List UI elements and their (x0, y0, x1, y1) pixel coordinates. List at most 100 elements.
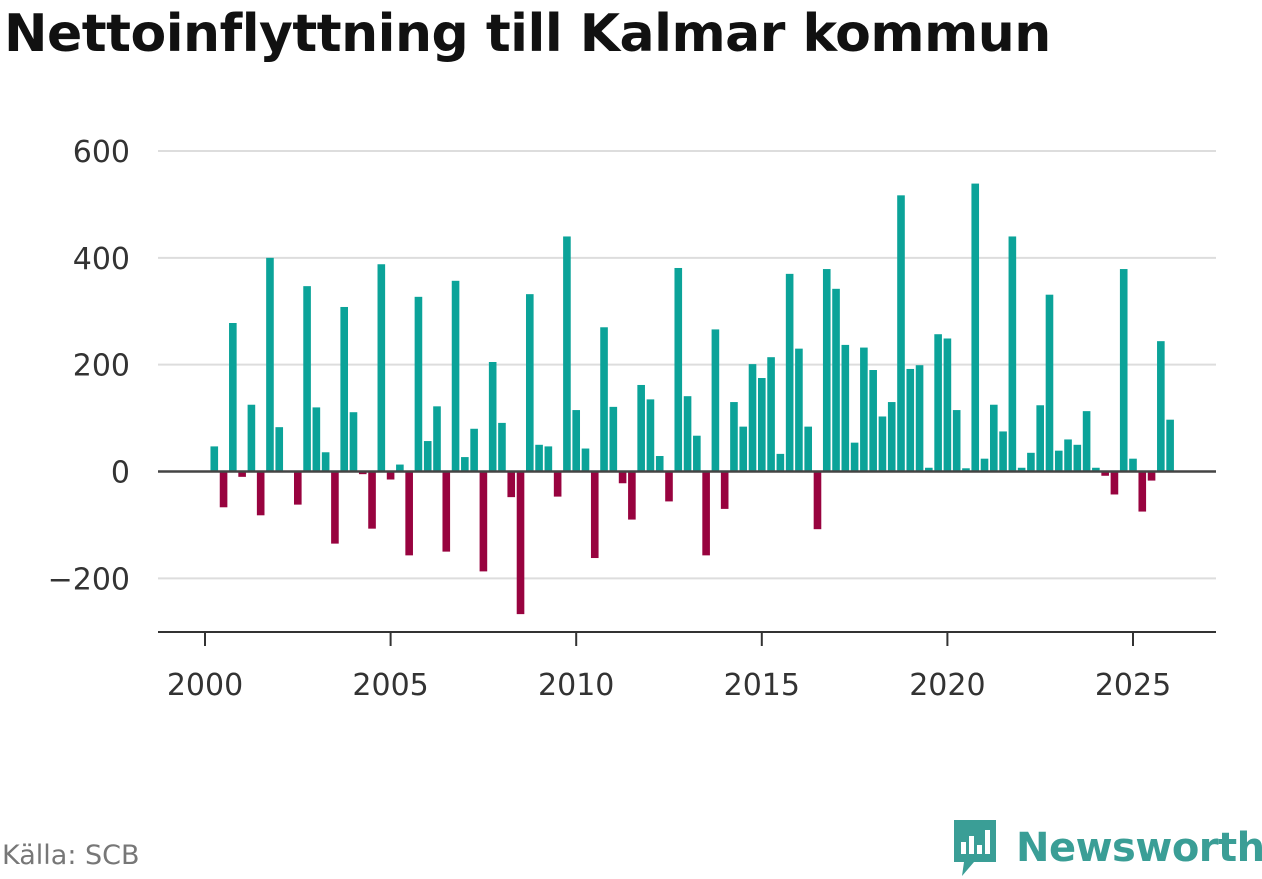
bar-positive[interactable] (897, 195, 905, 472)
bar-negative[interactable] (590, 471, 599, 559)
bar-positive[interactable] (275, 427, 284, 472)
bar-negative[interactable] (553, 471, 562, 497)
bar-negative[interactable] (628, 471, 636, 520)
bar-positive[interactable] (971, 183, 980, 472)
bar-negative[interactable] (358, 471, 367, 475)
bar-positive[interactable] (1082, 411, 1091, 472)
bar-positive[interactable] (461, 457, 469, 472)
bar-positive[interactable] (581, 448, 590, 472)
bar-positive[interactable] (860, 347, 868, 472)
bar-negative[interactable] (720, 471, 729, 509)
bar-positive[interactable] (1017, 467, 1026, 472)
bar-positive[interactable] (869, 370, 877, 472)
bar-positive[interactable] (312, 407, 321, 472)
bar-positive[interactable] (850, 442, 859, 472)
bar-positive[interactable] (693, 435, 701, 472)
bar-positive[interactable] (962, 468, 970, 472)
bar-positive[interactable] (887, 402, 896, 472)
bar-positive[interactable] (934, 334, 942, 472)
bar-positive[interactable] (396, 464, 404, 472)
bar-negative[interactable] (813, 471, 822, 530)
bar-positive[interactable] (414, 296, 423, 472)
bar-positive[interactable] (1036, 405, 1045, 472)
bar-positive[interactable] (247, 404, 256, 472)
bar-positive[interactable] (804, 426, 813, 472)
bar-positive[interactable] (433, 406, 441, 472)
bar-positive[interactable] (655, 456, 664, 472)
bar-positive[interactable] (1008, 236, 1017, 472)
bar-negative[interactable] (368, 471, 376, 529)
bar-negative[interactable] (405, 471, 413, 556)
bar-positive[interactable] (646, 399, 655, 472)
bar-positive[interactable] (925, 467, 933, 472)
bar-negative[interactable] (1147, 471, 1156, 481)
bar-positive[interactable] (609, 406, 618, 472)
bar-negative[interactable] (702, 471, 710, 556)
bar-negative[interactable] (238, 471, 246, 477)
bar-positive[interactable] (1166, 419, 1174, 472)
bar-positive[interactable] (683, 396, 692, 472)
bar-positive[interactable] (767, 357, 775, 472)
bar-negative[interactable] (1110, 471, 1119, 495)
bar-positive[interactable] (795, 348, 803, 472)
bar-negative[interactable] (516, 471, 525, 615)
brand-logo[interactable]: Newsworthy (950, 818, 1262, 878)
bar-positive[interactable] (999, 431, 1007, 472)
bar-negative[interactable] (293, 471, 302, 505)
bar-negative[interactable] (331, 471, 339, 544)
bar-positive[interactable] (451, 280, 460, 472)
bar-negative[interactable] (618, 471, 627, 484)
bar-positive[interactable] (1064, 439, 1072, 472)
bar-positive[interactable] (266, 257, 274, 472)
bar-positive[interactable] (906, 368, 915, 472)
bar-positive[interactable] (1092, 467, 1100, 472)
bar-positive[interactable] (943, 338, 952, 472)
bar-positive[interactable] (711, 329, 720, 472)
bar-negative[interactable] (665, 471, 673, 502)
bar-positive[interactable] (739, 426, 748, 472)
bar-positive[interactable] (1073, 444, 1082, 472)
bar-positive[interactable] (1045, 294, 1054, 472)
bar-positive[interactable] (822, 269, 831, 472)
bar-positive[interactable] (915, 365, 924, 472)
bar-positive[interactable] (377, 264, 386, 472)
bar-positive[interactable] (321, 452, 330, 472)
bar-positive[interactable] (980, 458, 989, 472)
bar-positive[interactable] (878, 416, 887, 472)
bar-positive[interactable] (210, 446, 219, 472)
bar-positive[interactable] (303, 286, 311, 472)
bar-positive[interactable] (785, 273, 794, 472)
bar-positive[interactable] (776, 453, 785, 472)
bar-positive[interactable] (572, 410, 581, 472)
bar-positive[interactable] (1129, 458, 1137, 472)
bar-positive[interactable] (423, 441, 432, 472)
bar-positive[interactable] (989, 404, 998, 472)
bar-positive[interactable] (832, 288, 840, 472)
bar-positive[interactable] (748, 364, 757, 472)
bar-positive[interactable] (1119, 269, 1128, 472)
bar-positive[interactable] (340, 306, 349, 472)
bar-positive[interactable] (757, 378, 766, 472)
bar-positive[interactable] (525, 294, 534, 472)
bar-positive[interactable] (229, 323, 237, 472)
bar-positive[interactable] (498, 422, 506, 472)
bar-positive[interactable] (470, 428, 478, 472)
bar-positive[interactable] (1157, 341, 1165, 472)
bar-positive[interactable] (544, 446, 553, 472)
bar-positive[interactable] (637, 384, 645, 472)
bar-positive[interactable] (563, 236, 571, 472)
bar-positive[interactable] (1027, 452, 1035, 472)
bar-positive[interactable] (600, 327, 608, 472)
bar-positive[interactable] (841, 344, 850, 472)
bar-negative[interactable] (1101, 471, 1109, 476)
bar-negative[interactable] (442, 471, 451, 552)
bar-positive[interactable] (674, 267, 683, 472)
bar-negative[interactable] (219, 471, 228, 508)
bar-positive[interactable] (349, 412, 358, 472)
bar-positive[interactable] (730, 402, 738, 472)
bar-negative[interactable] (507, 471, 516, 498)
bar-negative[interactable] (256, 471, 265, 516)
bar-negative[interactable] (479, 471, 488, 572)
bar-negative[interactable] (386, 471, 395, 480)
bar-negative[interactable] (1138, 471, 1147, 512)
